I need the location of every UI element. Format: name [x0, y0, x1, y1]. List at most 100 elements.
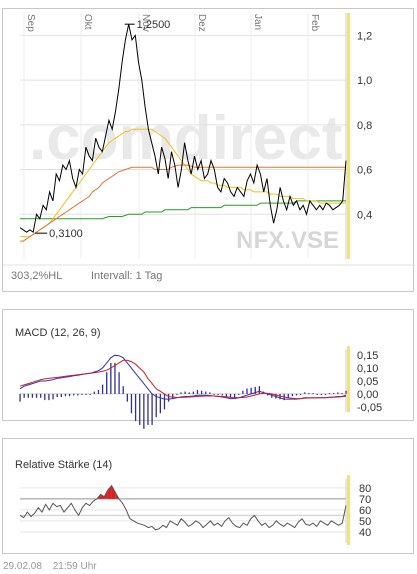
macd-histogram-bar [52, 393, 54, 400]
macd-histogram-bar [89, 393, 91, 395]
macd-histogram-bar [266, 393, 269, 396]
macd-histogram-bar [196, 390, 199, 394]
x-tick-label: Okt [82, 14, 93, 30]
series-line-sma_slow [20, 164, 346, 242]
macd-histogram-bar [172, 393, 174, 399]
macd-histogram-bar [126, 393, 128, 402]
rsi-line [19, 484, 347, 531]
macd-histogram-bar [167, 393, 170, 402]
macd-histogram-bar [180, 392, 182, 394]
macd-histogram-bar [73, 393, 75, 396]
macd-histogram-bar [106, 372, 108, 394]
macd-histogram-bar [31, 393, 34, 398]
macd-histogram-bar [114, 362, 116, 394]
macd-histogram-bar [139, 393, 141, 425]
macd-histogram-bar [48, 393, 50, 401]
macd-histogram-bar [221, 393, 223, 396]
macd-y-tick-label: 0,10 [357, 363, 378, 375]
macd-histogram-bar [242, 390, 244, 394]
macd-histogram-bar [159, 393, 162, 414]
macd-histogram-bar [81, 393, 83, 395]
macd-histogram-bar [184, 391, 186, 394]
macd-histogram-bar [205, 391, 207, 394]
macd-chart-panel: MACD (12, 26, 9) 0,15 0,10 0,05 0,00 -0,05 [2, 309, 414, 429]
macd-y-tick-label: -0,05 [357, 402, 382, 414]
macd-histogram-bar [295, 393, 298, 396]
macd-histogram-bar [155, 393, 157, 418]
macd-histogram-bar [93, 391, 95, 394]
rsi-title: Relative Stärke (14) [15, 459, 112, 471]
macd-histogram-bar [328, 393, 331, 395]
macd-chart: MACD (12, 26, 9) 0,150,100,050,00-0,05 [15, 327, 382, 429]
rsi-chart-panel: Relative Stärke (14) 80 70 60 50 40 [2, 438, 414, 554]
macd-histogram-bar [200, 390, 203, 394]
macd-histogram-bar [308, 393, 310, 395]
macd-histogram-bar [233, 393, 236, 398]
macd-histogram-bar [101, 384, 104, 394]
macd-histogram-bar [279, 393, 281, 400]
macd-histogram-bar [35, 393, 38, 398]
macd-histogram-bar [250, 387, 252, 394]
macd-line-macd [19, 354, 347, 400]
macd-histogram-bar [254, 386, 256, 394]
macd-histogram-bar [97, 390, 100, 394]
macd-histogram-bar [130, 393, 133, 414]
price-chart: .comdirect NFX.VSE 1,2 1,0 0,8 0,6 0,4 Sep Okt No… [3, 13, 415, 282]
y-tick-label: 0,8 [357, 120, 372, 132]
series-line-sma_long [20, 200, 346, 220]
macd-histogram-bar [64, 393, 67, 397]
macd-histogram-bar [163, 393, 166, 410]
rsi-y-tick-label: 60 [359, 505, 371, 517]
watermark-logo: .comdirect [29, 104, 343, 173]
x-tick-label: Dez [196, 14, 207, 32]
rsi-y-tick-label: 70 [359, 494, 371, 506]
macd-histogram-bar [320, 393, 322, 395]
symbol-watermark: NFX.VSE [236, 227, 339, 254]
macd-histogram-bar [40, 393, 42, 398]
macd-histogram-bar [68, 393, 71, 397]
macd-highlight-bar [347, 346, 350, 412]
rsi-highlight-bar [347, 475, 350, 545]
macd-histogram-bar [27, 393, 29, 398]
macd-histogram-bar [287, 393, 289, 398]
series-line-sma_mid [20, 128, 346, 238]
macd-histogram-bar [23, 393, 25, 398]
stats-hl: 303,2%HL [11, 270, 62, 282]
x-tick-label: Feb [309, 14, 320, 32]
x-tick-label: Sep [25, 14, 36, 32]
macd-histogram-bar [60, 393, 62, 398]
price-chart-panel: .comdirect NFX.VSE 1,2 1,0 0,8 0,6 0,4 Sep Okt No… [2, 8, 415, 292]
macd-histogram-bar [85, 393, 87, 395]
macd-histogram-bar [188, 392, 190, 394]
macd-histogram-bar [44, 393, 46, 401]
rsi-y-tick-label: 40 [359, 527, 371, 539]
x-tick-label: Jan [252, 14, 263, 30]
macd-histogram-bar [217, 393, 219, 395]
macd-histogram-bar [122, 386, 124, 394]
macd-histogram-bar [238, 393, 240, 395]
macd-histogram-bar [316, 393, 318, 395]
macd-histogram-bar [176, 393, 178, 395]
macd-histogram-bar [304, 392, 306, 394]
macd-y-tick-label: 0,15 [357, 350, 378, 362]
macd-histogram-bar [300, 393, 302, 395]
macd-histogram-bar [19, 393, 21, 402]
macd-title: MACD (12, 26, 9) [15, 327, 101, 339]
y-tick-label: 1,0 [357, 75, 372, 87]
footer: 29.02.08 21:59 Uhr [3, 561, 105, 572]
macd-histogram-bar [345, 390, 347, 394]
macd-histogram-bar [118, 372, 120, 394]
macd-histogram-bar [147, 393, 149, 425]
macd-histogram-bar [324, 393, 327, 395]
rsi-overbought-fill [111, 485, 116, 499]
y-tick-label: 0,6 [357, 165, 372, 177]
macd-histogram-bar [258, 386, 261, 394]
macd-histogram-bar [341, 393, 343, 395]
rsi-y-tick-label: 50 [359, 516, 371, 528]
macd-histogram-bar [213, 393, 215, 395]
macd-histogram-bar [271, 393, 273, 398]
series-line-price [19, 24, 347, 234]
y-tick-label: 0,4 [357, 209, 372, 221]
macd-histogram-bar [246, 388, 248, 394]
rsi-y-tick-label: 80 [359, 483, 371, 495]
